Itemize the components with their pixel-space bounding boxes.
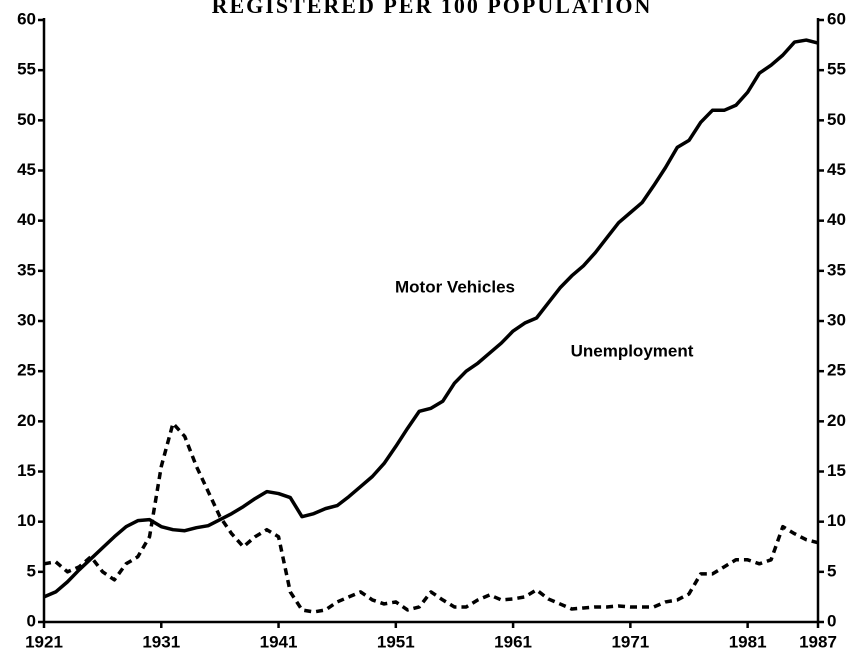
x-tick-label: 1941 [260, 632, 298, 651]
x-tick-label: 1987 [799, 632, 837, 651]
y-tick-label: 0 [27, 611, 36, 630]
series-line [43, 421, 819, 614]
y-tick-label: 35 [17, 260, 36, 279]
series-line [43, 38, 819, 599]
x-tick-label: 1931 [142, 632, 180, 651]
series-label: Motor Vehicles [395, 277, 515, 296]
x-tick-label: 1951 [377, 632, 415, 651]
y-tick-label: 15 [17, 461, 36, 480]
y-tick-label: 5 [27, 561, 36, 580]
y2-tick-label: 45 [827, 160, 846, 179]
y-tick-label: 60 [17, 9, 36, 28]
y2-tick-label: 60 [827, 9, 846, 28]
y2-tick-label: 50 [827, 110, 846, 129]
y2-tick-label: 40 [827, 210, 846, 229]
y-tick-label: 50 [17, 110, 36, 129]
y2-tick-label: 10 [827, 511, 846, 530]
y-tick-label: 30 [17, 310, 36, 329]
x-tick-label: 1961 [494, 632, 532, 651]
chart-title: REGISTERED PER 100 POPULATION [212, 0, 653, 18]
y2-tick-label: 55 [827, 60, 846, 79]
y2-tick-label: 25 [827, 361, 846, 380]
y-tick-label: 45 [17, 160, 36, 179]
x-tick-label: 1921 [25, 632, 63, 651]
y-tick-label: 20 [17, 411, 36, 430]
y-tick-label: 25 [17, 361, 36, 380]
y2-tick-label: 0 [827, 611, 836, 630]
y2-tick-label: 30 [827, 310, 846, 329]
y2-tick-label: 5 [827, 561, 836, 580]
y-tick-label: 10 [17, 511, 36, 530]
y2-tick-label: 20 [827, 411, 846, 430]
y2-tick-label: 15 [827, 461, 846, 480]
series-label: Unemployment [571, 341, 694, 360]
x-tick-label: 1971 [611, 632, 649, 651]
y2-tick-label: 35 [827, 260, 846, 279]
y-tick-label: 40 [17, 210, 36, 229]
x-tick-label: 1981 [729, 632, 767, 651]
y-tick-label: 55 [17, 60, 36, 79]
